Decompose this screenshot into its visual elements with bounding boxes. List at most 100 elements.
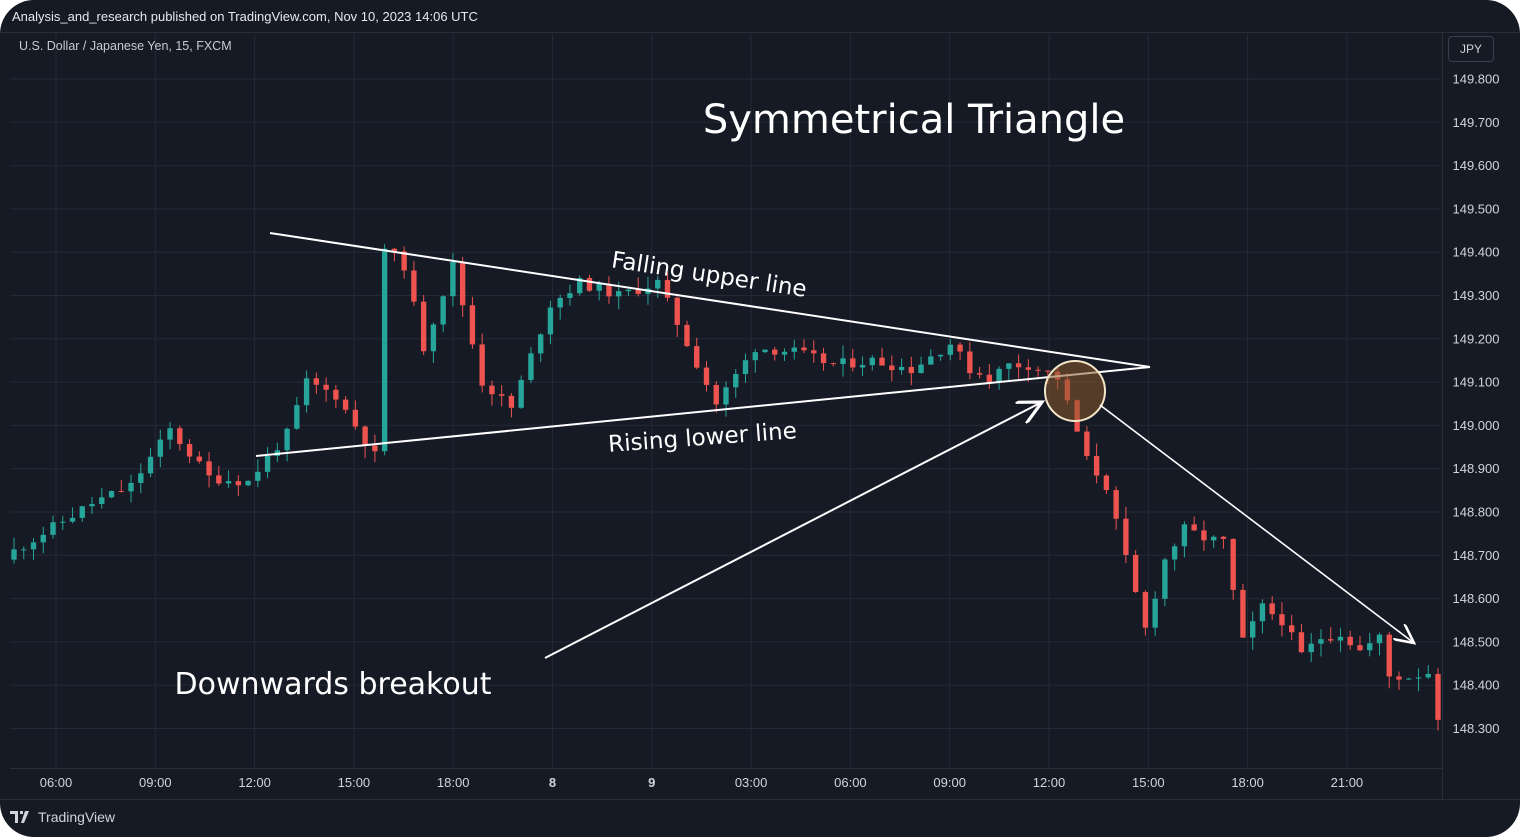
candle-body (50, 522, 56, 535)
candle-body (762, 349, 768, 353)
candle-body (235, 481, 242, 486)
time-tick-label: 06:00 (40, 775, 73, 790)
candle-body (801, 347, 807, 351)
upper-line-label: Falling upper line (610, 247, 809, 303)
time-tick-label: 15:00 (338, 775, 371, 790)
candle-body (459, 261, 466, 306)
candle-body (976, 373, 983, 375)
candle-body (99, 497, 105, 504)
candle-body (108, 491, 115, 498)
candle-body (206, 461, 212, 476)
chart-title: Symmetrical Triangle (703, 97, 1125, 143)
candle-body (772, 349, 778, 355)
candle-body (1347, 636, 1353, 646)
footer-bar: TradingView (0, 800, 1520, 837)
candle-body (352, 409, 359, 427)
candle-body (596, 283, 602, 291)
candle-body (538, 334, 544, 354)
time-tick-label: 18:00 (1231, 775, 1264, 790)
candle-body (898, 366, 905, 371)
published-bar: Analysis_and_research published on Tradi… (0, 0, 1520, 32)
breakout-pointer-arrow (544, 402, 1042, 659)
candle-body (1084, 431, 1090, 457)
candle-body (528, 353, 534, 380)
candle-body (918, 364, 924, 374)
candle-body (840, 358, 846, 365)
candle-body (186, 444, 193, 457)
time-tick-label: 21:00 (1331, 775, 1364, 790)
candle-body (957, 344, 963, 352)
candle-body (967, 351, 973, 374)
time-tick-label: 09:00 (933, 775, 966, 790)
candle-body (986, 374, 993, 382)
candle-body (157, 439, 163, 457)
candle-body (1006, 363, 1012, 369)
candle-body (1415, 677, 1422, 679)
candle-body (1201, 530, 1207, 541)
breakout-label: Downwards breakout (175, 667, 492, 702)
candle-body (1103, 475, 1110, 491)
time-tick-label: 09:00 (139, 775, 172, 790)
candle-body (40, 534, 46, 543)
currency-badge[interactable]: JPY (1448, 36, 1494, 62)
candle-body (21, 549, 27, 551)
time-tick-label: 8 (549, 775, 556, 790)
candle-body (294, 405, 300, 429)
candle-body (255, 471, 261, 481)
candle-body (1210, 536, 1217, 541)
candle-body (1308, 643, 1314, 653)
price-tick-label: 148.700 (1453, 548, 1500, 563)
candle-body (713, 384, 719, 405)
candle-body (928, 356, 934, 365)
candle-body (430, 324, 437, 352)
candle-body (411, 270, 417, 302)
candle-body (742, 360, 749, 375)
candle-body (167, 428, 173, 440)
candle-body (362, 426, 368, 446)
candle-body (684, 324, 690, 347)
candle-body (498, 394, 505, 396)
candle-body (937, 354, 944, 357)
price-tick-label: 148.500 (1453, 634, 1500, 649)
candle-body (908, 366, 914, 374)
candle-body (225, 481, 232, 484)
price-tick-label: 149.300 (1453, 288, 1500, 303)
candle-body (69, 517, 76, 522)
candle-body (479, 344, 485, 386)
candle-body (147, 456, 154, 474)
price-tick-label: 149.000 (1453, 418, 1500, 433)
candle-body (11, 549, 17, 560)
candle-body (1123, 518, 1129, 555)
candle-body (333, 389, 339, 400)
candle-body (811, 350, 817, 354)
candle-body (1396, 676, 1402, 680)
candle-body (1220, 536, 1227, 539)
candle-body (508, 395, 515, 408)
candle-body (1142, 592, 1149, 628)
candle-body (79, 506, 85, 518)
candle-body (518, 379, 524, 408)
price-tick-label: 149.400 (1453, 245, 1500, 260)
target-arrow (1099, 404, 1414, 643)
candle-body (820, 353, 827, 364)
candle-body (577, 278, 583, 294)
candle-body (196, 456, 202, 462)
candle-body (489, 385, 495, 395)
candle-body (264, 455, 271, 472)
candle-body (216, 475, 222, 484)
candle-body (586, 278, 593, 291)
candle-body (1015, 363, 1022, 368)
candle-body (625, 289, 632, 292)
candle-body (303, 378, 310, 406)
lower-trendline (255, 366, 1151, 457)
candle-body (723, 387, 729, 405)
time-tick-label: 9 (648, 775, 655, 790)
candle-body (381, 248, 388, 452)
candle-body (138, 473, 144, 483)
candle-body (781, 351, 788, 355)
candle-body (1298, 632, 1305, 653)
candle-body (1191, 524, 1197, 531)
candle-body (1367, 643, 1373, 651)
